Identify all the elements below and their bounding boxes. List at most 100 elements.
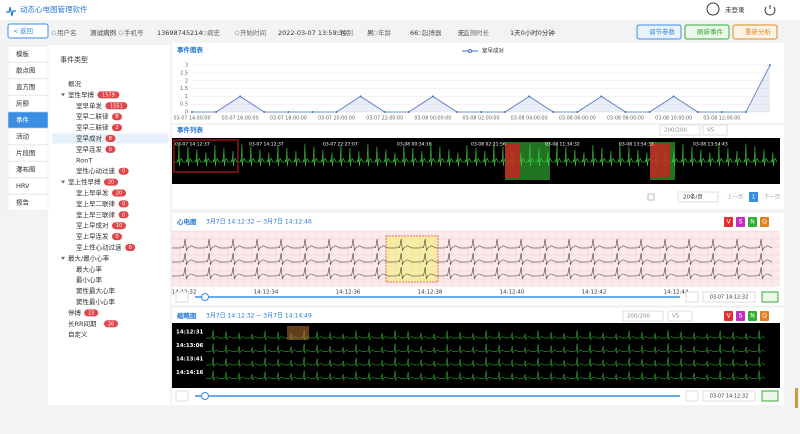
nav-item[interactable] — [7, 78, 49, 96]
nav-label[interactable]: 房颤 — [16, 99, 30, 108]
time-box-value[interactable]: 03-07 14:12:32 — [710, 295, 749, 301]
label-button-text[interactable]: V — [726, 313, 731, 320]
tree-item[interactable]: 室早成对 — [76, 134, 103, 143]
tree-item[interactable]: 室上早二联律 — [76, 199, 116, 208]
tree-item[interactable]: 室早连发 — [76, 144, 103, 153]
page-size[interactable] — [677, 191, 719, 203]
tree-item[interactable]: 室早二联律 — [76, 112, 109, 121]
select-box[interactable] — [622, 310, 664, 322]
checkbox[interactable] — [647, 193, 655, 201]
time-box-value[interactable]: 03-07 14:12:32 — [710, 394, 749, 400]
label-button-text[interactable]: V — [726, 219, 731, 226]
nav-label[interactable]: 散点图 — [16, 66, 36, 75]
nav-item[interactable] — [7, 95, 49, 112]
action-button[interactable] — [636, 24, 682, 40]
action-label[interactable]: 调节参数 — [649, 27, 676, 36]
nav-label[interactable]: 瀑布图 — [16, 165, 36, 174]
tree-item[interactable]: 室上性心动过速 — [76, 243, 122, 252]
label-button-text[interactable]: Q — [762, 313, 767, 320]
time-box[interactable] — [702, 390, 756, 402]
page-number[interactable]: 1 — [752, 195, 756, 201]
tree-item[interactable]: 概况 — [68, 79, 82, 88]
next-page[interactable]: 下一页 — [764, 194, 781, 201]
confirm[interactable] — [761, 390, 779, 402]
nav-label[interactable]: HRV — [16, 182, 30, 190]
label-button[interactable] — [748, 217, 757, 227]
select-value[interactable]: 200/200 — [664, 128, 687, 134]
select-value[interactable]: 200/200 — [627, 314, 650, 320]
nav-item[interactable] — [7, 62, 49, 79]
nav-label[interactable]: 片段图 — [16, 148, 36, 157]
nav-label[interactable]: 直方图 — [16, 82, 36, 91]
tree-item[interactable]: RonT — [76, 156, 92, 164]
tree-item[interactable]: 室上早成对 — [76, 221, 109, 230]
select-value[interactable]: V5 — [672, 314, 680, 320]
tree-item[interactable]: 室性心动过速 — [76, 166, 116, 175]
back-button[interactable] — [7, 23, 49, 39]
time-box[interactable] — [702, 291, 756, 303]
nav-label[interactable]: 模板 — [16, 49, 30, 58]
tree-item[interactable]: 最大心率 — [76, 264, 103, 273]
tree-item[interactable]: 长RR间期 — [68, 319, 97, 328]
tree-item[interactable]: 室早单发 — [76, 101, 103, 110]
label-button[interactable] — [736, 311, 745, 321]
slider-handle[interactable] — [201, 392, 209, 400]
tree-item[interactable]: 最大/最小心率 — [68, 253, 110, 262]
nav-label[interactable]: 事件 — [16, 115, 30, 124]
tree-item[interactable]: 室性早搏 — [68, 90, 95, 99]
label-button-text[interactable]: Q — [762, 219, 767, 226]
nav-item[interactable] — [7, 161, 49, 178]
nav-item[interactable] — [7, 194, 49, 211]
nav-item[interactable] — [7, 128, 49, 145]
slider-left[interactable] — [175, 291, 189, 303]
action-label[interactable]: 刷新事件 — [697, 27, 724, 36]
select-box[interactable] — [667, 310, 693, 322]
slider-right[interactable] — [685, 390, 699, 402]
strip-trace — [174, 143, 778, 167]
label-button[interactable] — [760, 217, 769, 227]
tree-item[interactable]: 室上早连发 — [76, 232, 109, 241]
nav-label[interactable]: 报告 — [16, 198, 30, 207]
label-button-text[interactable]: N — [750, 219, 755, 226]
label-button[interactable] — [736, 217, 745, 227]
page-size-label[interactable]: 20条/页 — [683, 193, 703, 201]
confirm[interactable] — [761, 291, 779, 303]
action-label[interactable]: 重新分析 — [745, 27, 772, 36]
slider-handle[interactable] — [201, 293, 209, 301]
label-button-text[interactable]: S — [739, 313, 743, 320]
action-button[interactable] — [732, 24, 778, 40]
label-button-text[interactable]: N — [750, 313, 755, 320]
tree-item[interactable]: 室上性早搏 — [68, 177, 101, 186]
nav-item[interactable] — [7, 111, 49, 129]
label-button[interactable] — [760, 311, 769, 321]
tree-item[interactable]: 室上早单发 — [76, 188, 109, 197]
tree-item[interactable]: 自定义 — [68, 330, 88, 339]
tree-item[interactable]: 室上早三联律 — [76, 210, 116, 219]
label-button[interactable] — [748, 311, 757, 321]
tree-item[interactable]: 窦性最小心率 — [76, 297, 116, 306]
prev-page[interactable]: 上一页 — [727, 193, 744, 201]
tree-item[interactable]: 停搏 — [68, 308, 82, 317]
page-button[interactable] — [749, 192, 758, 202]
nav-label[interactable]: 活动 — [16, 132, 30, 141]
select-box[interactable] — [702, 124, 728, 136]
nav-item[interactable] — [7, 177, 49, 195]
tree-item[interactable]: 最小心率 — [76, 275, 103, 284]
label-button[interactable] — [724, 311, 733, 321]
avatar[interactable] — [706, 2, 720, 16]
nav-item[interactable] — [7, 45, 49, 63]
slider-left[interactable] — [175, 390, 189, 402]
action-button[interactable] — [684, 24, 730, 40]
label-button-text[interactable]: S — [739, 219, 743, 226]
slider-right[interactable] — [685, 291, 699, 303]
select-box[interactable] — [659, 124, 701, 136]
select-value[interactable]: V5 — [707, 128, 715, 134]
back-label[interactable]: 返回 — [20, 27, 33, 35]
login-status[interactable]: 未登录 — [725, 5, 745, 14]
tree-item[interactable]: 窦性最大心率 — [76, 286, 116, 295]
scrollbar[interactable] — [795, 388, 798, 408]
power-icon[interactable] — [764, 5, 776, 16]
label-button[interactable] — [724, 217, 733, 227]
tree-item[interactable]: 室早三联律 — [76, 123, 109, 132]
nav-item[interactable] — [7, 144, 49, 162]
